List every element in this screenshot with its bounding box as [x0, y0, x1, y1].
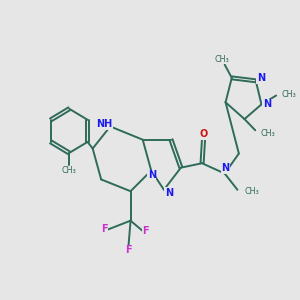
Text: O: O: [200, 129, 208, 140]
Text: F: F: [101, 224, 108, 235]
Text: F: F: [125, 245, 132, 255]
Text: N: N: [263, 99, 271, 110]
Text: CH₃: CH₃: [214, 55, 229, 64]
Text: F: F: [142, 226, 149, 236]
Text: N: N: [165, 188, 173, 198]
Text: N: N: [257, 74, 265, 83]
Text: NH: NH: [96, 119, 112, 129]
Text: N: N: [221, 163, 229, 173]
Text: CH₃: CH₃: [261, 129, 276, 138]
Text: CH₃: CH₃: [62, 166, 76, 175]
Text: N: N: [148, 170, 156, 180]
Text: CH₃: CH₃: [282, 90, 297, 99]
Text: CH₃: CH₃: [244, 187, 259, 196]
